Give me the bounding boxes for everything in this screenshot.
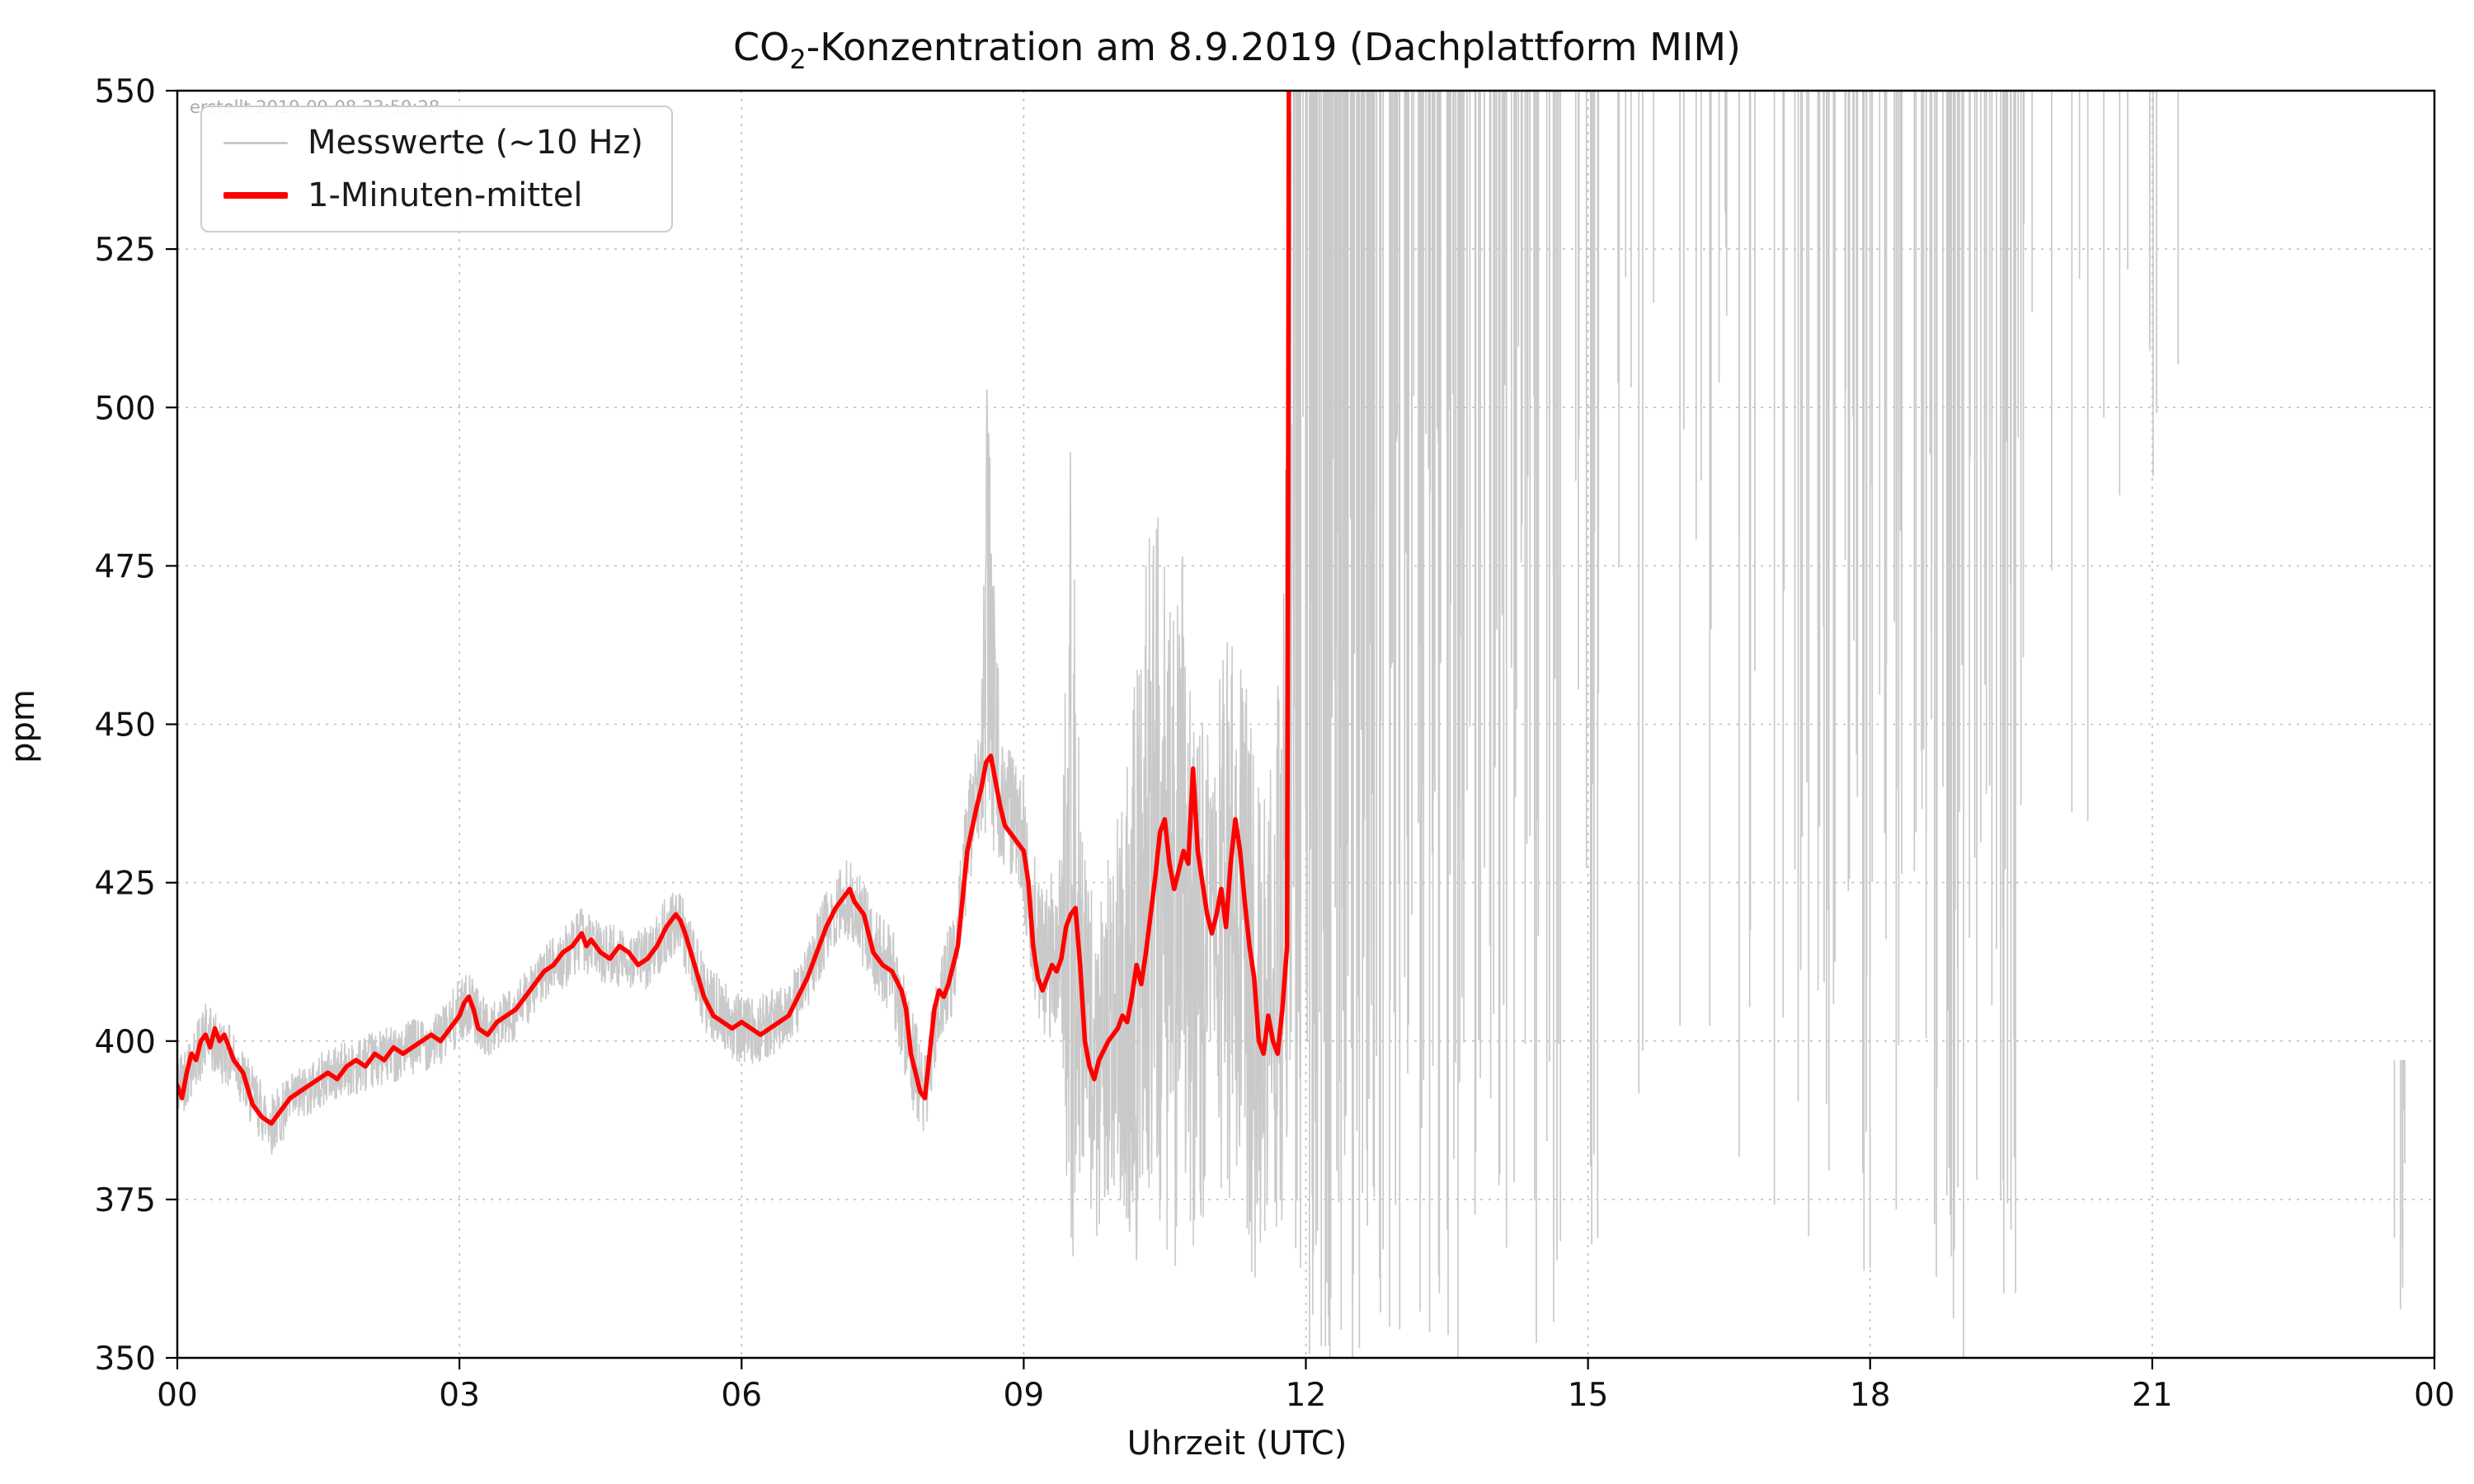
x-tick-label: 18 <box>1850 1377 1891 1414</box>
x-tick-label: 21 <box>2132 1377 2173 1414</box>
legend: Messwerte (~10 Hz) 1-Minuten-mittel <box>200 106 673 232</box>
x-tick-label: 12 <box>1286 1377 1327 1414</box>
series-messwerte-band <box>177 112 1292 1278</box>
x-tick-label: 06 <box>721 1377 762 1414</box>
y-tick-label: 375 <box>95 1182 156 1219</box>
x-tick-label: 09 <box>1004 1377 1045 1414</box>
x-tick-label: 03 <box>439 1377 480 1414</box>
y-tick-label: 425 <box>95 866 156 903</box>
x-tick-label: 00 <box>157 1377 198 1414</box>
y-tick-label: 500 <box>95 390 156 427</box>
chart-title-prefix: CO <box>732 25 790 69</box>
y-tick-label: 550 <box>95 73 156 110</box>
chart-title-rest: -Konzentration am 8.9.2019 (Dachplattfor… <box>806 25 1742 69</box>
series-minuten-mittel <box>177 91 1291 1126</box>
legend-label-minutenmittel: 1-Minuten-mittel <box>308 176 583 214</box>
y-tick-label: 450 <box>95 707 156 744</box>
legend-item-minutenmittel: 1-Minuten-mittel <box>223 176 643 214</box>
y-axis-label: ppm <box>4 689 42 763</box>
axis-tick-labels: 00 03 06 09 12 15 18 21 003503754004254504755005… <box>95 73 2455 1414</box>
axis-ticks <box>166 89 2436 1369</box>
y-tick-label: 350 <box>95 1341 156 1378</box>
plot-area <box>177 91 2406 1358</box>
y-tick-label: 400 <box>95 1024 156 1061</box>
y-tick-label: 475 <box>95 548 156 585</box>
x-tick-label: 00 <box>2414 1377 2455 1414</box>
series-messwerte-spikes <box>1292 91 2406 1358</box>
x-axis-label: Uhrzeit (UTC) <box>1126 1425 1348 1463</box>
x-tick-label: 15 <box>1568 1377 1609 1414</box>
legend-label-messwerte: Messwerte (~10 Hz) <box>308 124 643 162</box>
y-tick-label: 525 <box>95 232 156 269</box>
legend-item-messwerte: Messwerte (~10 Hz) <box>223 124 643 162</box>
red-line-swatch <box>223 192 288 199</box>
gray-line-swatch <box>223 141 288 144</box>
chart-title-subscript: 2 <box>789 44 807 76</box>
chart-title: CO2-Konzentration am 8.9.2019 (Dachplatt… <box>0 25 2474 75</box>
